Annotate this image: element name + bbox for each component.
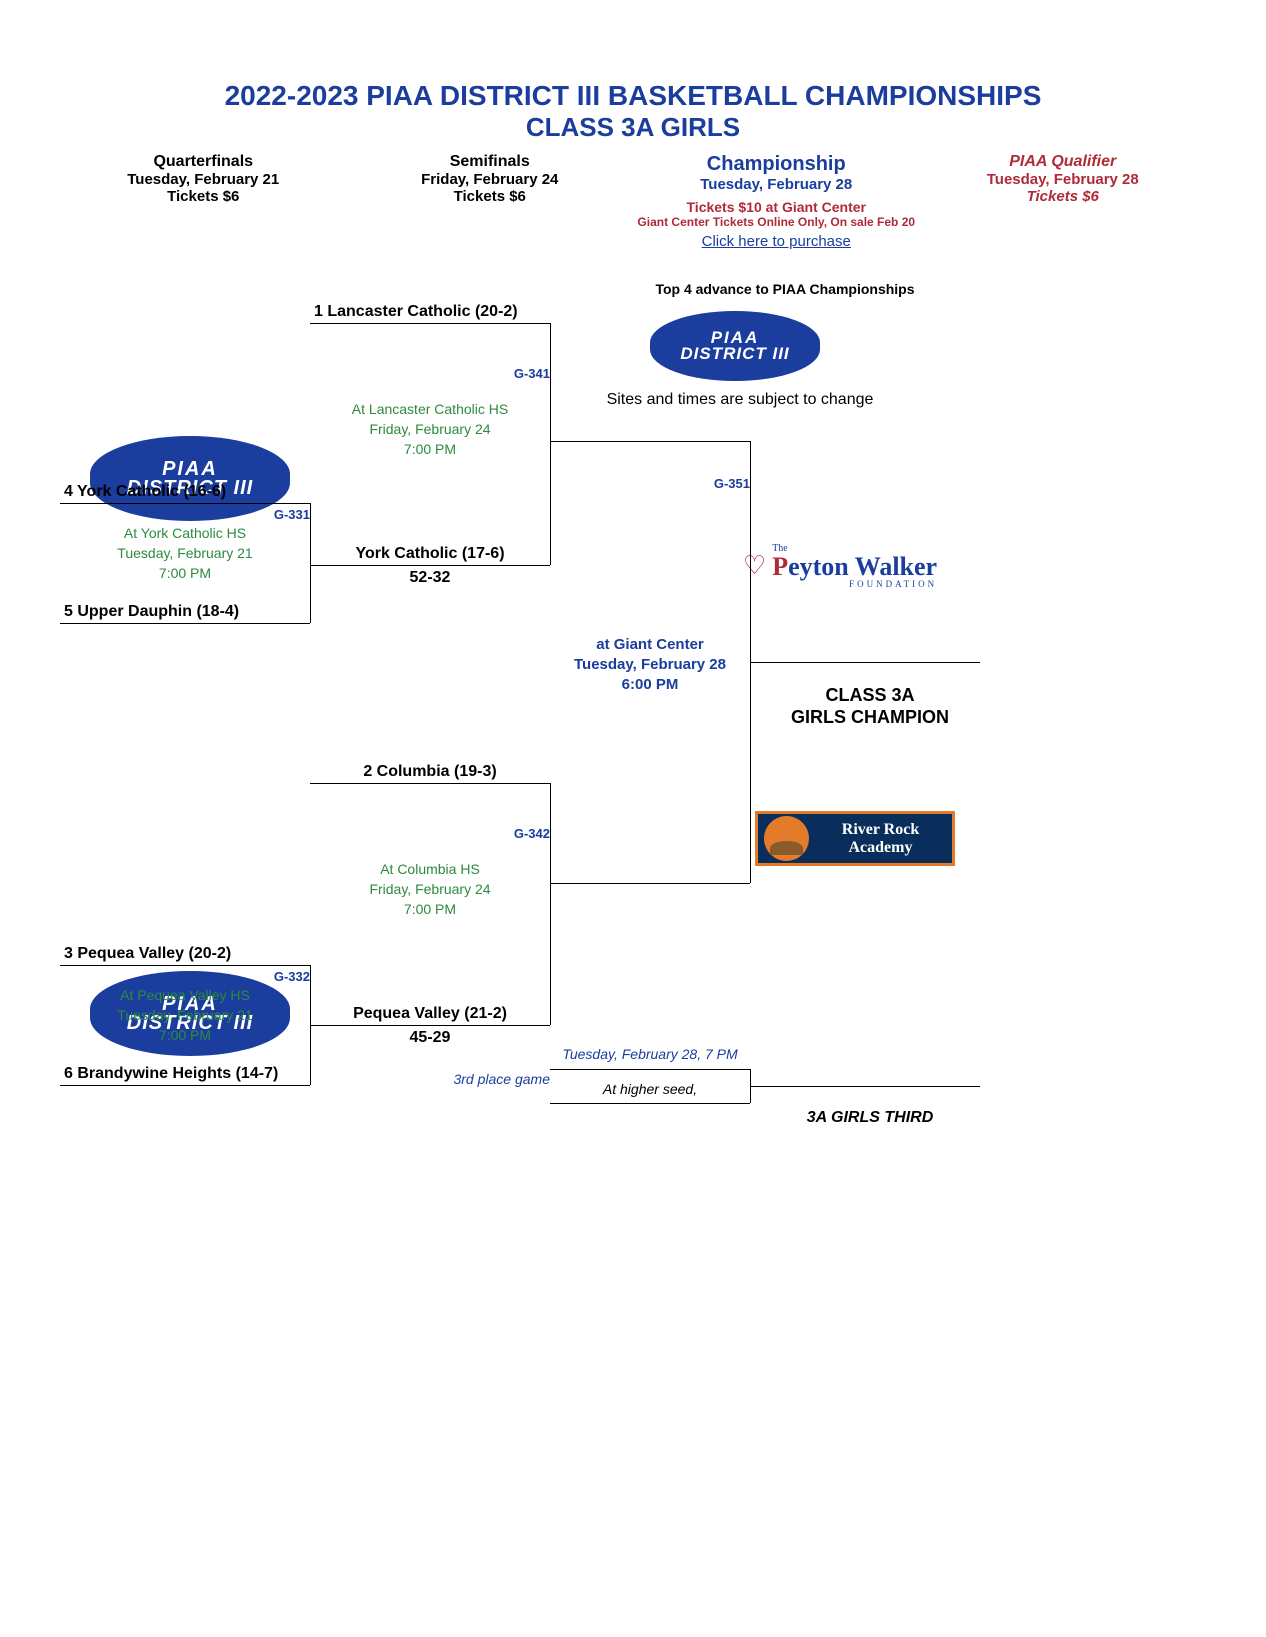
sf1-team2: York Catholic (17-6) — [310, 543, 550, 566]
purchase-link[interactable]: Click here to purchase — [702, 233, 851, 250]
sf2-time: 7:00 PM — [310, 901, 550, 917]
sf2-connector — [550, 783, 551, 1025]
sf2-loc: At Columbia HS — [310, 861, 550, 877]
ch-name: Championship — [633, 153, 920, 176]
third-top — [550, 1069, 750, 1070]
subtitle: CLASS 3A GIRLS — [60, 112, 1206, 143]
giant-tix1: Tickets $10 at Giant Center — [633, 199, 920, 215]
qf2-team1: 3 Pequea Valley (20-2) — [60, 943, 310, 966]
round-headers: Quarterfinals Tuesday, February 21 Ticke… — [60, 153, 1206, 251]
heart-icon: ♡ — [743, 551, 766, 581]
bracket: Top 4 advance to PIAA Championships PIAA… — [60, 271, 1206, 1391]
third-bot — [550, 1103, 750, 1104]
sf2-out — [550, 883, 750, 884]
sf1-date: Friday, February 24 — [310, 421, 550, 437]
third-out — [750, 1086, 980, 1087]
riverrock-logo: River Rock Academy — [755, 811, 955, 866]
rr-l2: Academy — [809, 839, 952, 857]
main-title: 2022-2023 PIAA DISTRICT III BASKETBALL C… — [60, 80, 1206, 112]
qf1-loc: At York Catholic HS — [60, 525, 310, 541]
sf-name: Semifinals — [347, 153, 634, 171]
qf2-loc: At Pequea Valley HS — [60, 987, 310, 1003]
qf1-team2: 5 Upper Dauphin (18-4) — [60, 601, 310, 624]
champ-label1: CLASS 3A — [755, 685, 985, 706]
qf2-team2: 6 Brandywine Heights (14-7) — [60, 1063, 310, 1086]
riverrock-icon — [764, 816, 809, 861]
top4-note: Top 4 advance to PIAA Championships — [620, 281, 950, 297]
qf2-date: Tuesday, February 21 — [60, 1007, 310, 1023]
logo-l2: DISTRICT III — [680, 344, 789, 364]
sf2-id: G-342 — [310, 826, 550, 841]
qf1-date: Tuesday, February 21 — [60, 545, 310, 561]
third-result: 3A GIRLS THIRD — [755, 1109, 985, 1127]
qf2-id: G-332 — [60, 969, 310, 984]
sf1-connector — [550, 323, 551, 565]
peyton-name: Peyton Walker — [772, 554, 937, 580]
sf2-score: 45-29 — [310, 1027, 550, 1047]
sf1-id: G-341 — [310, 366, 550, 381]
final-id: G-351 — [550, 476, 750, 491]
giant-tix2: Giant Center Tickets Online Only, On sal… — [633, 215, 920, 229]
pq-tix: Tickets $6 — [920, 188, 1207, 205]
sf-tix: Tickets $6 — [347, 188, 634, 205]
ch-date: Tuesday, February 28 — [633, 176, 920, 193]
pq-date: Tuesday, February 28 — [920, 171, 1207, 188]
champ-label2: GIRLS CHAMPION — [755, 707, 985, 728]
qf-tix: Tickets $6 — [60, 188, 347, 205]
third-loc: At higher seed, — [550, 1081, 750, 1097]
sf1-time: 7:00 PM — [310, 441, 550, 457]
purchase-wrap: Click here to purchase — [633, 233, 920, 251]
round-qf: Quarterfinals Tuesday, February 21 Ticke… — [60, 153, 347, 251]
round-sf: Semifinals Friday, February 24 Tickets $… — [347, 153, 634, 251]
sf1-out — [550, 441, 750, 442]
round-pq: PIAA Qualifier Tuesday, February 28 Tick… — [920, 153, 1207, 251]
qf-date: Tuesday, February 21 — [60, 171, 347, 188]
sf1-score: 52-32 — [310, 567, 550, 587]
sf2-team1: 2 Columbia (19-3) — [310, 761, 550, 784]
champ-out — [750, 662, 980, 663]
third-label: 3rd place game — [310, 1071, 550, 1087]
qf1-time: 7:00 PM — [60, 565, 310, 581]
third-date: Tuesday, February 28, 7 PM — [550, 1046, 750, 1062]
sf2-date: Friday, February 24 — [310, 881, 550, 897]
sf1-loc: At Lancaster Catholic HS — [310, 401, 550, 417]
final-loc: at Giant Center — [550, 636, 750, 653]
sf2-team2: Pequea Valley (21-2) — [310, 1003, 550, 1026]
rr-l1: River Rock — [809, 821, 952, 839]
qf-name: Quarterfinals — [60, 153, 347, 171]
pq-name: PIAA Qualifier — [920, 153, 1207, 171]
final-date: Tuesday, February 28 — [550, 656, 750, 673]
sf1-team1: 1 Lancaster Catholic (20-2) — [310, 301, 550, 324]
district-logo-top: PIAA DISTRICT III — [650, 311, 820, 381]
change-note: Sites and times are subject to change — [560, 391, 920, 409]
round-champ: Championship Tuesday, February 28 Ticket… — [633, 153, 920, 251]
final-time: 6:00 PM — [550, 676, 750, 693]
peyton-fnd: FOUNDATION — [772, 580, 937, 589]
sf-date: Friday, February 24 — [347, 171, 634, 188]
qf2-time: 7:00 PM — [60, 1027, 310, 1043]
qf1-team1: 4 York Catholic (16-6) — [60, 481, 310, 504]
qf1-id: G-331 — [60, 507, 310, 522]
peyton-logo: ♡ The Peyton Walker FOUNDATION — [740, 526, 940, 606]
